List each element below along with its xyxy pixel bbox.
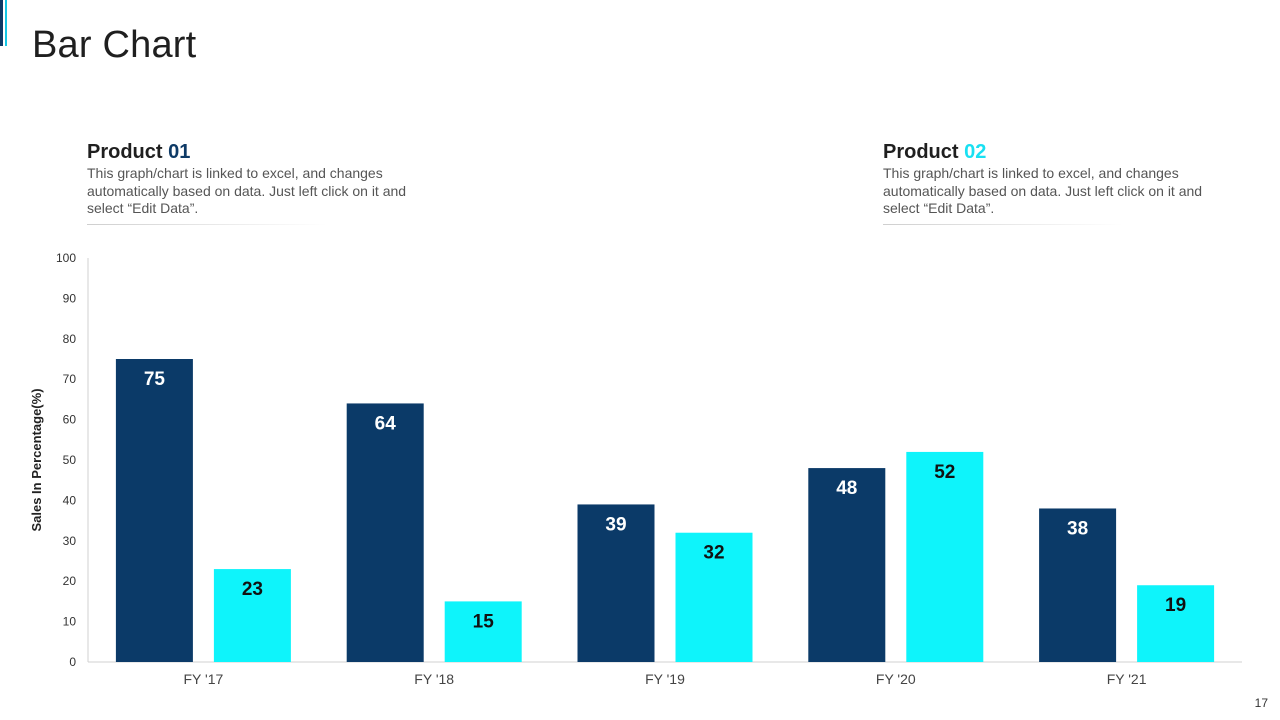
y-tick-label: 20 [63, 574, 77, 588]
bar-product-2-1 [444, 601, 522, 662]
accent-bar-light [5, 0, 7, 46]
page-title: Bar Chart [32, 24, 197, 66]
y-axis-label: Sales In Percentage(%) [29, 388, 44, 531]
bar-data-label: 32 [703, 543, 724, 564]
bar-data-label: 75 [144, 369, 166, 390]
bar-data-label: 39 [605, 514, 626, 535]
bar-data-label: 23 [242, 579, 263, 600]
legend-product-1-description: This graph/chart is linked to excel, and… [87, 165, 407, 216]
bar-product-2-3 [906, 451, 984, 662]
x-tick-label: FY '18 [414, 671, 454, 687]
legend-product-2-name: Product [883, 141, 959, 163]
bar-product-1-4 [1039, 508, 1117, 662]
bar-data-label: 38 [1067, 518, 1088, 539]
y-tick-label: 30 [63, 534, 77, 548]
x-tick-label: FY '20 [876, 671, 916, 687]
bar-product-2-4 [1137, 585, 1215, 662]
bar-product-1-3 [808, 468, 886, 662]
legend-product-1: Product 01 This graph/chart is linked to… [87, 140, 447, 225]
legend-product-2-heading: Product 02 [883, 140, 1243, 164]
x-tick-label: FY '17 [184, 671, 224, 687]
bar-product-2-2 [675, 532, 753, 662]
y-tick-label: 90 [63, 291, 77, 305]
y-tick-label: 100 [56, 251, 76, 265]
bar-data-label: 48 [836, 478, 857, 499]
legend-product-2-description: This graph/chart is linked to excel, and… [883, 165, 1203, 216]
bar-product-1-0 [115, 359, 193, 662]
legend-product-1-heading: Product 01 [87, 140, 447, 164]
bar-data-label: 15 [473, 611, 495, 632]
y-tick-label: 60 [63, 413, 77, 427]
x-tick-label: FY '19 [645, 671, 685, 687]
bar-product-1-1 [346, 403, 424, 662]
legend-product-2-number: 02 [964, 141, 987, 163]
accent-bar-dark [0, 0, 3, 46]
y-tick-label: 10 [63, 615, 77, 629]
bar-data-label: 19 [1165, 595, 1186, 616]
bar-data-label: 64 [375, 413, 397, 434]
legend-product-1-divider [87, 223, 327, 225]
legend-product-1-number: 01 [168, 141, 191, 163]
legend-product-1-name: Product [87, 141, 163, 163]
y-tick-label: 0 [69, 655, 76, 669]
page-number: 17 [1254, 696, 1268, 710]
legend-product-2-divider [883, 223, 1123, 225]
y-tick-label: 80 [63, 332, 77, 346]
y-tick-label: 40 [63, 493, 77, 507]
y-tick-label: 50 [63, 453, 77, 467]
legend-product-2: Product 02 This graph/chart is linked to… [883, 140, 1243, 225]
y-tick-label: 70 [63, 372, 77, 386]
x-tick-label: FY '21 [1107, 671, 1147, 687]
bar-product-1-2 [577, 504, 655, 662]
bar-product-2-0 [213, 569, 291, 662]
bar-data-label: 52 [934, 462, 955, 483]
